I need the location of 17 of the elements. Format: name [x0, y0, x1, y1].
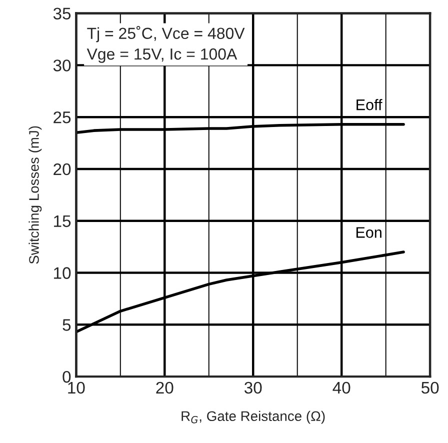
y-tick-label: 25	[54, 111, 71, 124]
annotation: Tj = 25˚C, Vce = 480V Vge = 15V, Ic = 100A	[86, 26, 245, 63]
series-label: Eon	[356, 227, 382, 238]
y-tick-label: 5	[62, 319, 71, 331]
series-label: Eoff	[356, 99, 382, 110]
x-tick-label: 40	[332, 382, 350, 394]
y-tick-label: 15	[54, 215, 71, 228]
x-tick-label: 50	[421, 382, 439, 394]
y-tick-label: 30	[53, 60, 71, 72]
x-tick-label: 30	[244, 382, 262, 394]
y-tick-label: 20	[54, 163, 71, 176]
y-tick-label: 10	[54, 267, 71, 279]
y-tick-label: 35	[53, 8, 71, 20]
x-tick-label: 20	[156, 382, 174, 394]
y-tick-label: 0	[62, 370, 71, 383]
x-axis-title: R$_{G}$, Gate Reistance (Ω)	[182, 410, 325, 424]
y-axis-title: Switching Losses (mJ)	[28, 126, 42, 264]
